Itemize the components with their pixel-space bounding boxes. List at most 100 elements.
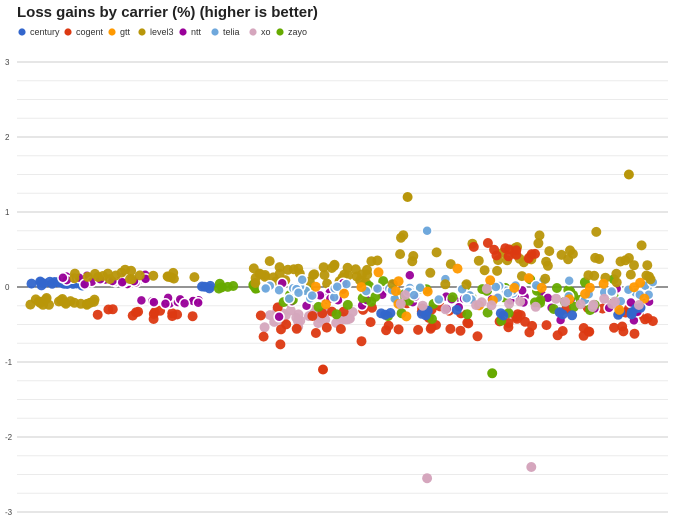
point-xo <box>285 305 296 316</box>
point-century <box>26 278 37 289</box>
point-cogent <box>609 322 619 333</box>
point-cogent <box>527 320 538 331</box>
point-cogent <box>275 339 286 350</box>
point-zayo <box>378 276 389 287</box>
point-gtt <box>356 282 367 293</box>
point-zayo <box>331 309 342 320</box>
point-xo <box>504 298 515 309</box>
legend-label-xo: xo <box>261 27 271 37</box>
point-level3 <box>89 294 100 305</box>
point-level3 <box>440 279 451 290</box>
point-century <box>554 307 565 318</box>
legend-marker-ntt <box>179 28 187 36</box>
legend-label-level3: level3 <box>150 27 174 37</box>
point-level3 <box>492 265 503 276</box>
point-xo <box>599 293 610 304</box>
point-level3 <box>362 264 372 275</box>
point-zayo <box>213 283 224 294</box>
point-cogent <box>500 243 511 254</box>
point-cogent <box>491 250 502 261</box>
point-gtt <box>580 288 591 299</box>
point-cogent <box>629 328 640 339</box>
point-gtt <box>452 263 463 274</box>
point-telia <box>259 282 272 295</box>
point-level3 <box>69 273 80 284</box>
point-level3 <box>425 267 436 278</box>
point-gtt <box>339 288 350 299</box>
point-level3 <box>343 270 354 281</box>
point-gtt <box>509 282 520 293</box>
point-cogent <box>515 310 526 321</box>
point-century <box>495 308 506 319</box>
point-level3 <box>189 272 200 283</box>
point-level3 <box>40 294 51 305</box>
point-level3 <box>556 249 567 260</box>
point-xo <box>515 296 526 307</box>
point-telia <box>296 274 308 286</box>
point-cogent <box>307 311 318 321</box>
point-cogent <box>472 331 483 342</box>
point-cogent <box>107 304 118 315</box>
point-level3 <box>636 240 647 251</box>
point-level3 <box>264 256 275 267</box>
point-ntt <box>159 298 172 310</box>
point-gtt <box>614 304 625 315</box>
point-gtt <box>401 311 412 322</box>
point-telia <box>433 293 445 306</box>
point-ntt <box>273 311 285 323</box>
point-xo <box>259 322 270 333</box>
point-cogent <box>511 249 522 260</box>
point-telia <box>292 287 305 299</box>
point-century <box>626 307 637 318</box>
point-xo <box>551 293 562 304</box>
y-tick-label: -1 <box>5 358 13 367</box>
point-level3 <box>583 270 594 281</box>
point-cogent <box>383 320 394 331</box>
point-xo <box>607 299 618 310</box>
point-xo <box>588 299 599 310</box>
point-level3 <box>319 270 330 280</box>
point-cogent <box>356 336 367 347</box>
point-gtt <box>598 278 609 289</box>
point-telia <box>408 289 420 301</box>
point-telia <box>283 293 295 305</box>
point-level3 <box>326 263 337 273</box>
point-cogent <box>503 251 514 262</box>
point-level3 <box>134 270 145 281</box>
point-cogent <box>445 323 456 334</box>
point-xo <box>481 283 492 294</box>
point-level3 <box>590 252 601 263</box>
point-xo <box>395 298 406 309</box>
point-level3 <box>69 297 80 308</box>
point-century <box>199 281 210 292</box>
point-zayo <box>222 281 233 292</box>
point-level3 <box>250 278 261 288</box>
point-cogent <box>578 323 589 333</box>
point-xo <box>633 300 644 310</box>
point-cogent <box>335 324 346 334</box>
point-cogent <box>425 323 436 334</box>
point-level3 <box>82 271 93 282</box>
legend-marker-level3 <box>138 28 146 36</box>
point-level3 <box>641 270 652 281</box>
point-level3 <box>59 297 70 308</box>
y-tick-label: -3 <box>5 508 13 517</box>
point-level3 <box>372 255 383 266</box>
point-level3 <box>255 269 266 280</box>
point-telia <box>460 292 473 305</box>
point-telia <box>306 289 318 302</box>
point-zayo <box>366 296 377 307</box>
point-ntt <box>192 297 204 309</box>
point-level3 <box>398 230 409 241</box>
point-cogent <box>310 328 321 338</box>
point-cogent <box>455 325 466 336</box>
point-gtt <box>320 299 331 310</box>
point-cogent <box>318 364 328 375</box>
point-level3 <box>318 262 329 273</box>
point-xo <box>440 304 451 315</box>
point-xo <box>486 300 497 311</box>
point-cogent <box>552 330 563 341</box>
point-level3 <box>629 260 639 271</box>
point-level3 <box>125 274 135 284</box>
point-level3 <box>309 269 320 280</box>
